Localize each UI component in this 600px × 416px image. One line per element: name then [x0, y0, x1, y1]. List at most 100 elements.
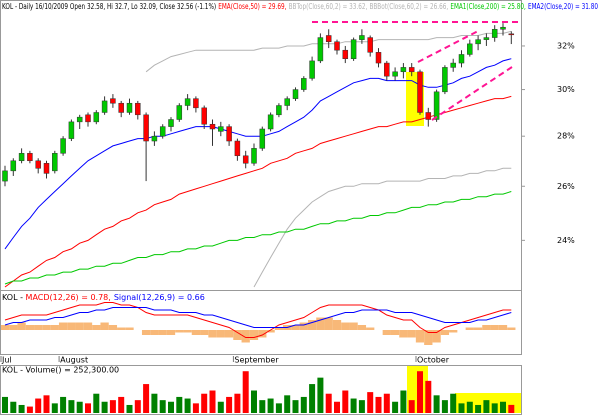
candle-body: [483, 37, 490, 40]
candle-body: [234, 140, 241, 157]
macd-line: [4, 307, 512, 328]
candle-body: [367, 37, 373, 53]
panel-title: KOL - Volume() = 252,300.00: [2, 366, 119, 375]
volume-bar: [292, 400, 299, 413]
candle-body: [384, 62, 390, 77]
histogram-bar: [58, 322, 68, 330]
histogram-bar: [224, 330, 234, 338]
volume-bar: [375, 396, 382, 413]
macd-header: KOL - MACD(12,26) = 0.78, Signal(12,26,9)…: [2, 293, 205, 302]
histogram-bar: [366, 327, 375, 330]
legend-entry: BBBot(Close,60,2) = 26.66,: [369, 2, 448, 11]
candle-body: [43, 163, 50, 174]
candle-body: [375, 52, 382, 64]
candle-body: [317, 37, 324, 62]
candle-body: [491, 29, 498, 38]
candle-body: [18, 153, 25, 162]
volume-bar: [425, 380, 432, 413]
histogram-bar: [141, 330, 151, 335]
trend-lines: [312, 21, 520, 121]
histogram-bar: [432, 330, 441, 343]
volume-bar: [151, 393, 158, 413]
candle-body: [242, 155, 249, 164]
histogram-bar: [299, 322, 308, 330]
volume-bar: [275, 403, 282, 413]
histogram-bar: [9, 325, 18, 330]
chart-title: KOL - Daily 16/10/2009 Open 32.58, Hi 32…: [2, 2, 216, 11]
histogram-bar: [274, 327, 284, 330]
candle-body: [52, 153, 58, 172]
candle-body: [392, 71, 398, 77]
histogram-bar: [50, 325, 59, 330]
indicator-line: [4, 58, 512, 250]
histogram-bar: [166, 330, 176, 335]
volume-bar: [300, 396, 307, 413]
volume-bar: [85, 403, 91, 413]
volume-bar: [500, 401, 506, 413]
header: KOL - Daily 16/10/2009 Open 32.58, Hi 32…: [2, 2, 598, 11]
candle-body: [458, 54, 465, 64]
histogram-bar: [498, 325, 508, 330]
frames: [0, 0, 522, 415]
volume-bar: [192, 403, 199, 413]
candle-body: [251, 148, 257, 164]
candle-body: [101, 100, 108, 113]
histogram-bar: [266, 330, 275, 333]
histogram-bar: [108, 325, 118, 330]
histogram-bar: [490, 325, 499, 330]
volume-bar: [176, 396, 183, 413]
indicator-line: [253, 167, 512, 288]
x-tick-label: September: [234, 356, 279, 365]
histogram-bar: [440, 330, 450, 335]
volume-bar: [126, 404, 133, 413]
histogram-bar: [241, 330, 250, 343]
volume-bar: [466, 401, 473, 413]
legend-entry: EMA(Close,50) = 29.69,: [218, 2, 286, 11]
candle-body: [218, 126, 224, 132]
panel-title: KOL -: [2, 293, 26, 302]
volume-bar: [209, 390, 216, 413]
candle-body: [342, 49, 349, 59]
histogram-bar: [158, 330, 167, 335]
candle-body: [400, 67, 407, 73]
x-tick-label: August: [60, 356, 88, 365]
volume-bar: [217, 401, 224, 413]
volume-bar: [334, 401, 340, 413]
volume-bar: [491, 403, 498, 413]
candle-body: [68, 121, 75, 139]
volume-bar: [342, 390, 349, 413]
volume-bar: [201, 393, 208, 413]
histogram-bar: [83, 322, 93, 330]
candle-body: [226, 126, 232, 142]
candle-body: [500, 26, 506, 30]
volume-bar: [242, 371, 249, 413]
histogram-bar: [465, 327, 474, 330]
candle-body: [2, 170, 8, 182]
volume-bar: [350, 398, 357, 413]
histogram-bar: [191, 330, 201, 335]
candle-body: [267, 114, 274, 130]
volume-bar: [26, 406, 33, 413]
volume-bar: [234, 393, 241, 413]
volume-bar: [458, 403, 465, 413]
histogram-bar: [357, 325, 367, 330]
candle-body: [60, 138, 66, 154]
volume-bar: [309, 384, 316, 413]
histogram-bar: [382, 330, 391, 335]
histogram-bar: [0, 325, 10, 330]
volume-bar: [475, 404, 482, 413]
volume-bar: [109, 400, 116, 413]
volume-bar: [392, 401, 399, 413]
candle-body: [27, 153, 33, 162]
volume-bar: [284, 395, 291, 413]
candle-body: [143, 114, 149, 142]
histogram-bar: [407, 330, 416, 338]
volume-bar: [143, 384, 150, 413]
candle-body: [168, 119, 174, 127]
candle-body: [193, 98, 199, 109]
volume-bar: [68, 400, 75, 413]
volume-bar: [417, 371, 423, 413]
volume-bar: [400, 390, 407, 413]
